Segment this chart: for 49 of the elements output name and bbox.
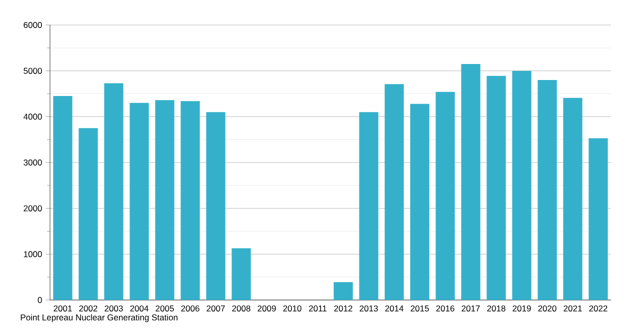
bar — [384, 84, 404, 300]
y-tick-label: 2000 — [24, 205, 42, 212]
bar — [180, 101, 200, 300]
y-tick-label: 5000 — [24, 68, 42, 74]
x-tick-label: 2012 — [334, 305, 352, 312]
bar — [512, 70, 532, 300]
bar — [410, 104, 430, 300]
bar — [232, 248, 251, 300]
y-tick-label: 0 — [38, 296, 42, 304]
x-tick-label: 2001 — [54, 305, 72, 312]
bar — [359, 112, 378, 300]
y-tick-label: 4000 — [24, 114, 42, 120]
x-tick-label: 2007 — [206, 305, 225, 312]
x-tick-label: 2018 — [487, 305, 506, 312]
bar — [334, 282, 353, 300]
x-tick-label: 2003 — [104, 305, 123, 312]
bar — [206, 112, 226, 300]
bar — [436, 92, 455, 300]
x-tick-label: 2011 — [309, 305, 326, 312]
x-tick-label: 2021 — [564, 305, 582, 312]
x-tick-label: 2017 — [462, 305, 480, 312]
x-tick-label: 2014 — [385, 305, 404, 312]
x-tick-label: 2015 — [410, 305, 429, 312]
x-tick-label: 2009 — [258, 305, 276, 312]
bar — [104, 83, 124, 300]
bar — [563, 98, 582, 300]
y-tick-label: 1000 — [24, 251, 42, 258]
y-tick-label: 3000 — [24, 159, 42, 166]
y-tick-label: 6000 — [24, 22, 42, 28]
bar — [155, 100, 174, 300]
bar — [461, 64, 480, 300]
x-tick-label: 2002 — [79, 305, 98, 312]
bar — [53, 96, 72, 300]
x-tick-label: 2004 — [130, 305, 148, 312]
bar — [486, 76, 506, 300]
text: Point Lepreau Nuclear Generating Station — [20, 314, 178, 322]
x-tick-label: 2013 — [360, 305, 378, 312]
x-tick-label: 2019 — [512, 305, 531, 312]
x-tick-label: 2008 — [232, 305, 250, 312]
bar — [130, 102, 149, 300]
bar — [538, 80, 557, 300]
x-tick-label: 2022 — [589, 305, 608, 312]
x-tick-label: 2016 — [436, 305, 454, 312]
x-tick-label: 2020 — [538, 305, 556, 312]
x-tick-label: 2010 — [283, 305, 302, 312]
bar — [588, 138, 608, 300]
x-tick-label: 2006 — [181, 305, 200, 312]
bar — [78, 128, 98, 300]
x-tick-label: 2005 — [156, 305, 174, 312]
